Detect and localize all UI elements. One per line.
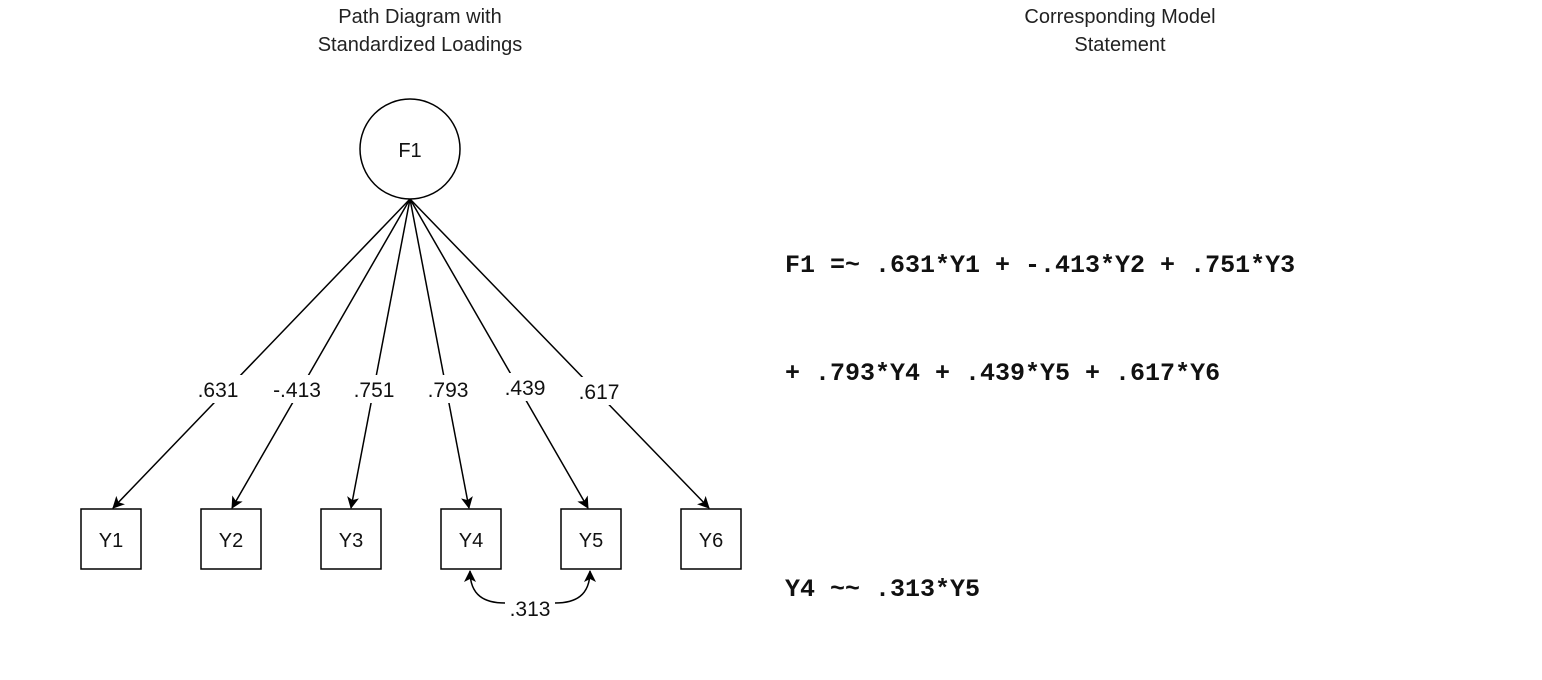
covariance-path: .313: [464, 570, 596, 621]
loading-label-y3: .751: [354, 379, 395, 402]
loading-path-y4: [409, 198, 473, 509]
indicator-label-y6: Y6: [699, 530, 723, 552]
indicator-label-y4: Y4: [459, 530, 483, 552]
indicator-label-y1: Y1: [99, 530, 123, 552]
model-heading-line2: Statement: [1074, 34, 1166, 56]
covariance-arrow-y5: [554, 570, 596, 604]
factor-label: F1: [398, 140, 421, 162]
loading-label-y5: .439: [505, 377, 546, 400]
indicator-y2: Y2: [200, 508, 262, 570]
model-line-2: + .793*Y4 + .439*Y5 + .617*Y6: [785, 359, 1221, 388]
diagram-heading-line1: Path Diagram with: [338, 6, 502, 28]
page: Path Diagram with Standardized Loadings …: [80, 3, 1295, 621]
path-diagram: F1 .631 -.413 .751 .793 .439 .617: [80, 98, 742, 621]
indicator-label-y5: Y5: [579, 530, 603, 552]
loading-label-y6: .617: [579, 381, 620, 404]
loading-path-y5: [409, 198, 589, 509]
indicator-label-y3: Y3: [339, 530, 363, 552]
diagram-heading: Path Diagram with Standardized Loadings: [250, 3, 590, 59]
loading-path-y3: [347, 198, 411, 509]
model-line-3: Y4 ~~ .313*Y5: [785, 575, 981, 604]
covariance-label: .313: [510, 598, 551, 621]
indicator-y5: Y5: [560, 508, 622, 570]
loading-path-y1: [112, 198, 411, 509]
indicator-nodes: Y1 Y2 Y3 Y4 Y5 Y6: [80, 508, 742, 570]
model-blank-line: [785, 464, 1295, 500]
loading-labels: .631 -.413 .751 .793 .439 .617: [190, 373, 627, 405]
factor-node: F1: [359, 98, 461, 200]
loading-label-y4: .793: [428, 379, 469, 402]
loading-label-y1: .631: [198, 379, 239, 402]
model-heading-line1: Corresponding Model: [1024, 6, 1216, 28]
indicator-y6: Y6: [680, 508, 742, 570]
indicator-label-y2: Y2: [219, 530, 243, 552]
indicator-y1: Y1: [80, 508, 142, 570]
loading-path-y2: [231, 198, 411, 509]
diagram-heading-line2: Standardized Loadings: [317, 34, 523, 56]
loading-path-y6: [409, 198, 710, 509]
model-heading: Corresponding Model Statement: [950, 3, 1290, 59]
covariance-arrow-y4: [464, 570, 506, 604]
loading-paths: [112, 198, 710, 509]
indicator-y3: Y3: [320, 508, 382, 570]
model-line-1: F1 =~ .631*Y1 + -.413*Y2 + .751*Y3: [785, 251, 1296, 280]
indicator-y4: Y4: [440, 508, 502, 570]
loading-label-y2: -.413: [273, 379, 321, 402]
model-statement: F1 =~ .631*Y1 + -.413*Y2 + .751*Y3 + .79…: [785, 176, 1295, 680]
